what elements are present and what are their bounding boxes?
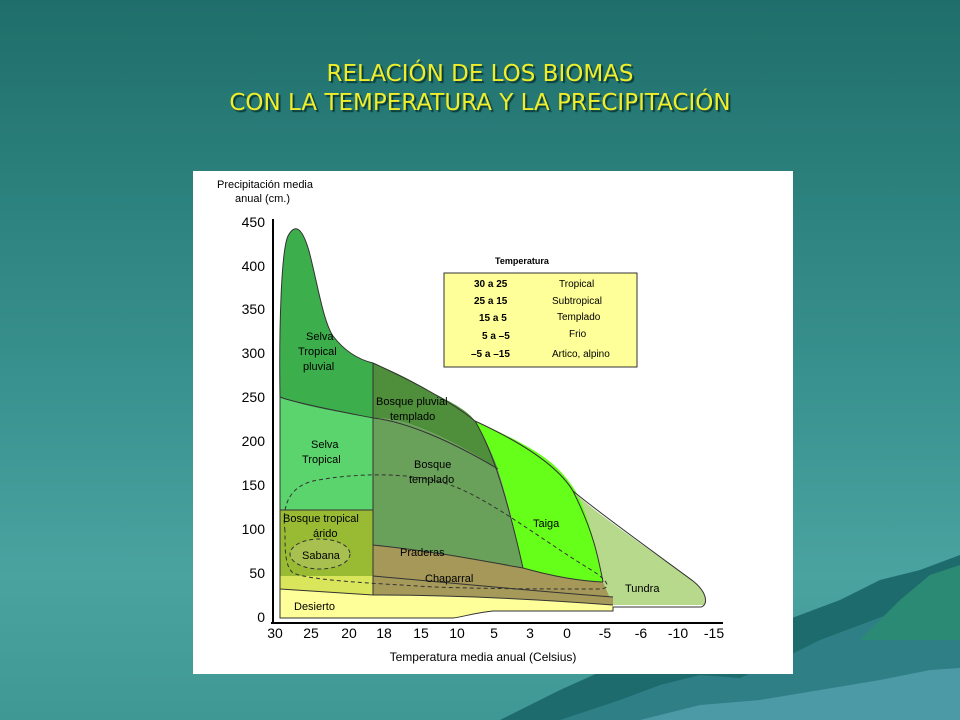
legend-title: Temperatura <box>495 256 550 266</box>
y-axis-ticks: 450 400 350 300 250 200 150 100 50 0 <box>242 214 266 625</box>
y-tick: 200 <box>242 433 266 449</box>
y-tick: 250 <box>242 389 266 405</box>
y-axis-title-line1: Precipitación media <box>217 179 314 191</box>
y-tick: 100 <box>242 521 266 537</box>
region-selva-tropical-pluvial <box>279 228 373 418</box>
legend-name: Artico, alpino <box>552 349 610 360</box>
legend-box <box>443 272 638 368</box>
region-bosque-templado <box>373 418 523 568</box>
legend-name: Frio <box>569 329 587 340</box>
x-axis-ticks: 30 25 20 18 15 10 5 3 0 -5 -6 -10 -15 <box>267 625 724 641</box>
y-tick: 300 <box>242 345 266 361</box>
label-tundra: Tundra <box>625 583 660 595</box>
x-tick: 20 <box>341 625 357 641</box>
region-taiga <box>475 421 603 582</box>
x-tick: 3 <box>526 625 534 641</box>
x-tick: 25 <box>303 625 319 641</box>
y-tick: 150 <box>242 477 266 493</box>
label-selva-pluvial-3: pluvial <box>303 361 334 373</box>
label-chaparral: Chaparral <box>425 573 473 585</box>
legend-range: 5 a –5 <box>482 331 510 342</box>
legend-range: 25 a 15 <box>474 296 508 307</box>
divider-selva <box>279 396 499 470</box>
divider-desierto <box>279 588 614 606</box>
label-bosque-pluvial-2: templado <box>390 411 435 423</box>
x-tick: 5 <box>490 625 498 641</box>
label-sabana: Sabana <box>302 550 341 562</box>
x-tick: 30 <box>267 625 283 641</box>
biome-outline <box>279 228 706 619</box>
label-bosque-pluvial-1: Bosque pluvial <box>376 396 448 408</box>
legend-name: Templado <box>557 312 601 323</box>
label-selva-tropical-2: Tropical <box>302 454 341 466</box>
dashed-boundary <box>283 474 608 590</box>
divider-taiga-left <box>474 420 524 569</box>
legend-range: 15 a 5 <box>479 313 507 324</box>
temperature-legend: Temperatura 30 a 25 Tropical 25 a 15 Sub… <box>443 256 638 368</box>
divider-taiga-right <box>572 490 604 583</box>
label-bosque-tropical-arido-2: árido <box>313 528 337 540</box>
title-line-1: RELACIÓN DE LOS BIOMAS <box>326 61 634 87</box>
region-chaparral-band <box>373 576 613 605</box>
divider-chaparral <box>372 575 614 598</box>
region-selva-tropical <box>280 397 373 510</box>
biome-labels: Selva Tropical pluvial Selva Tropical Bo… <box>283 331 660 613</box>
legend-range: –5 a –15 <box>471 349 510 360</box>
y-tick: 0 <box>257 609 265 625</box>
label-selva-pluvial-2: Tropical <box>298 346 337 358</box>
x-axis-title: Temperatura media anual (Celsius) <box>390 650 577 664</box>
label-bosque-templado-1: Bosque <box>414 459 451 471</box>
divider-praderas <box>372 544 604 583</box>
label-bosque-templado-2: templado <box>409 474 454 486</box>
region-praderas <box>373 545 613 605</box>
y-tick: 450 <box>242 214 266 230</box>
region-bosque-pluvial-templado <box>373 363 498 469</box>
label-selva-tropical-1: Selva <box>311 439 339 451</box>
region-tundra <box>573 491 706 605</box>
y-axis-title-line2: anual (cm.) <box>235 193 290 205</box>
x-tick: -10 <box>668 625 688 641</box>
label-selva-pluvial-1: Selva <box>306 331 334 343</box>
x-tick: -15 <box>704 625 724 641</box>
x-tick: 18 <box>376 625 392 641</box>
y-tick: 350 <box>242 301 266 317</box>
title-line-2: CON LA TEMPERATURA Y LA PRECIPITACIÓN <box>229 90 731 116</box>
biome-diagram: Precipitación media anual (cm.) 450 400 … <box>193 171 793 674</box>
slide-title: RELACIÓN DE LOS BIOMAS CON LA TEMPERATUR… <box>0 60 960 118</box>
x-tick: 0 <box>563 625 571 641</box>
sabana-region <box>289 538 351 570</box>
x-tick: -5 <box>599 625 612 641</box>
label-bosque-tropical-arido-1: Bosque tropical <box>283 513 359 525</box>
x-tick: 10 <box>449 625 465 641</box>
label-praderas: Praderas <box>400 547 445 559</box>
legend-name: Tropical <box>559 279 594 290</box>
legend-range: 30 a 25 <box>474 279 508 290</box>
x-tick: -6 <box>635 625 648 641</box>
label-desierto: Desierto <box>294 601 335 613</box>
y-tick: 400 <box>242 258 266 274</box>
legend-name: Subtropical <box>552 296 602 307</box>
x-tick: 15 <box>413 625 429 641</box>
y-tick: 50 <box>249 565 265 581</box>
label-taiga: Taiga <box>533 518 560 530</box>
